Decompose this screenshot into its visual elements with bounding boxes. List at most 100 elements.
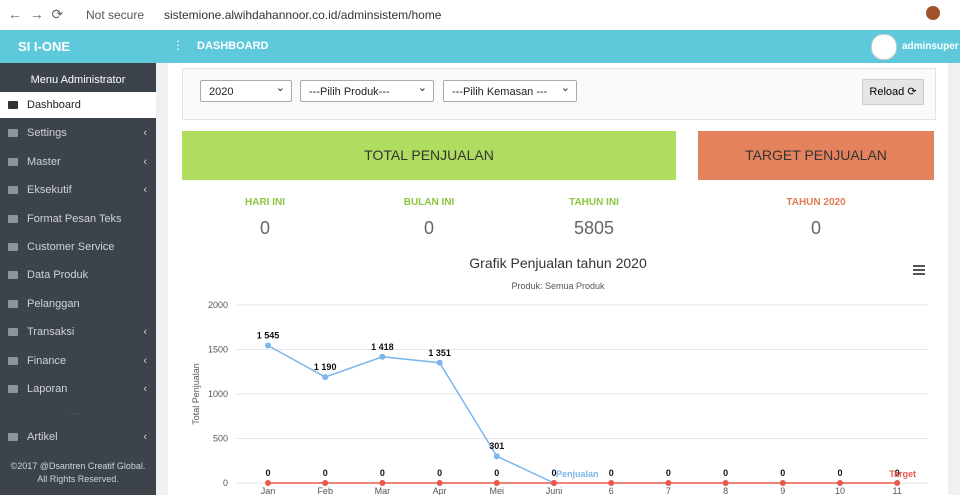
menu-icon: [8, 271, 18, 280]
stat-label: HARI INI: [245, 197, 285, 208]
brand: SI I-ONE: [18, 39, 71, 54]
menu-arrow: ‹: [143, 155, 147, 168]
menu-item[interactable]: Eksekutif ‹: [0, 177, 156, 203]
data-label: 0: [666, 468, 671, 478]
chart: Grafik Penjualan tahun 2020 Produk: Semu…: [191, 255, 928, 495]
menu-arrow: ‹: [143, 383, 147, 395]
y-tick-label: 1000: [208, 389, 228, 399]
menu-icon: [8, 433, 18, 442]
menu-icon: [8, 243, 18, 251]
page-title: DASHBOARD: [197, 40, 269, 52]
data-point: [837, 480, 843, 486]
menu-label: Format Pesan Teks: [27, 212, 122, 225]
stat-label: BULAN INI: [403, 197, 455, 208]
menu-label: Settings: [27, 127, 67, 140]
x-tick-label: 11: [893, 486, 902, 495]
x-tick-label: 7: [666, 486, 671, 495]
data-label: 1 351: [428, 348, 451, 358]
data-point: [894, 480, 901, 486]
sidebar: Menu Administrator Dashboard Settings ‹ Mas…: [0, 63, 156, 495]
stat-value: 0: [810, 218, 821, 238]
menu-item[interactable]: Master ‹: [0, 149, 156, 175]
x-tick-label: Mei: [490, 486, 505, 495]
menu-icon: [8, 356, 18, 365]
chart-title: Grafik Penjualan tahun 2020: [469, 255, 647, 271]
series-name: Target: [889, 469, 916, 479]
menu-arrow: ‹: [143, 431, 147, 444]
menu-item[interactable]: Artikel ‹: [0, 424, 156, 450]
data-point: [493, 453, 500, 460]
x-tick-label: Jan: [261, 486, 276, 495]
sidebar-title: Menu Administrator: [30, 74, 126, 86]
data-label: 0: [437, 468, 442, 478]
menu-label: Eksekutif: [27, 184, 72, 197]
data-point: [322, 480, 329, 486]
data-point: [722, 480, 729, 486]
x-tick-label: 10: [835, 486, 845, 495]
menu-arrow: ‹: [143, 354, 147, 367]
header: SI I-ONE ⋮ DASHBOARD adminsuper: [0, 30, 960, 63]
data-label: 0: [323, 468, 328, 478]
data-label: 1 190: [314, 362, 337, 372]
data-label: 0: [895, 468, 900, 478]
year-select[interactable]: 2020: [200, 77, 292, 102]
footer-line: ©2017 @Dsantren Creatif Global.: [10, 461, 146, 471]
menu-icon: [8, 101, 18, 109]
x-tick-label: Mar: [375, 486, 391, 495]
menu-item[interactable]: Finance ‹: [0, 348, 156, 374]
total-card: TOTAL PENJUALAN: [182, 131, 676, 180]
data-label: 0: [380, 468, 385, 478]
menu-item[interactable]: Dashboard: [0, 92, 156, 118]
data-label: 301: [489, 441, 504, 451]
data-label: 0: [551, 468, 556, 478]
data-point: [608, 480, 615, 486]
menu-icon: [8, 385, 18, 393]
data-point: [265, 480, 271, 486]
menu-arrow: ‹: [143, 127, 147, 140]
x-tick-label: Apr: [433, 486, 447, 495]
menu-icon: [8, 157, 18, 166]
menu-item[interactable]: Laporan ‹: [0, 376, 156, 402]
product-select[interactable]: ---Pilih Produk---: [300, 77, 434, 102]
y-tick-label: 2000: [208, 300, 228, 310]
data-label: 1 418: [371, 342, 394, 352]
menu-arrow: ‹: [143, 184, 147, 197]
menu-icon: [8, 214, 18, 223]
stat-label: TAHUN INI: [569, 197, 619, 208]
data-point: [493, 480, 500, 486]
x-tick-label: Juni: [546, 486, 563, 495]
menu-label: Transaksi: [27, 326, 75, 339]
y-tick-label: 500: [213, 434, 228, 444]
menu-label: Data Produk: [27, 269, 89, 282]
menu-icon[interactable]: [913, 265, 925, 275]
menu-item[interactable]: Data Produk: [0, 262, 156, 288]
menu-label: Finance: [27, 354, 67, 367]
menu-item[interactable]: Pelanggan: [0, 291, 156, 317]
menu-item[interactable]: Format Pesan Teks: [0, 206, 156, 232]
x-tick-label: 9: [780, 486, 785, 495]
data-point: [551, 480, 557, 486]
x-tick-label: Feb: [317, 486, 333, 495]
y-axis-title: Total Penjualan: [191, 363, 201, 425]
stat-value: 5805: [573, 218, 615, 238]
menu-item[interactable]: Transaksi ‹: [0, 319, 156, 345]
browser-bar: ← → ⟳ Not secure sistemione.alwihdahanno…: [0, 0, 960, 31]
user[interactable]: adminsuper: [902, 41, 959, 52]
package-select[interactable]: ---Pilih Kemasan ---: [443, 77, 577, 102]
data-point: [322, 374, 329, 381]
menu-item[interactable]: Settings ‹: [0, 120, 156, 146]
reload-label: Reload: [869, 86, 905, 98]
menu-item[interactable]: Customer Service: [0, 234, 156, 260]
data-point: [265, 342, 271, 349]
stat-value: 0: [423, 218, 434, 238]
menu-label: Laporan: [27, 383, 68, 395]
menu-label: Artikel: [27, 431, 58, 444]
stat-value: 0: [259, 218, 270, 238]
data-label: 0: [609, 468, 614, 478]
url[interactable]: sistemione.alwihdahannoor.co.id/adminsis…: [164, 8, 442, 22]
data-point: [779, 480, 786, 486]
reload-button[interactable]: Reload ⟳: [862, 79, 924, 105]
y-tick-label: 0: [223, 478, 228, 488]
footer-line: All Rights Reserved.: [37, 474, 119, 484]
